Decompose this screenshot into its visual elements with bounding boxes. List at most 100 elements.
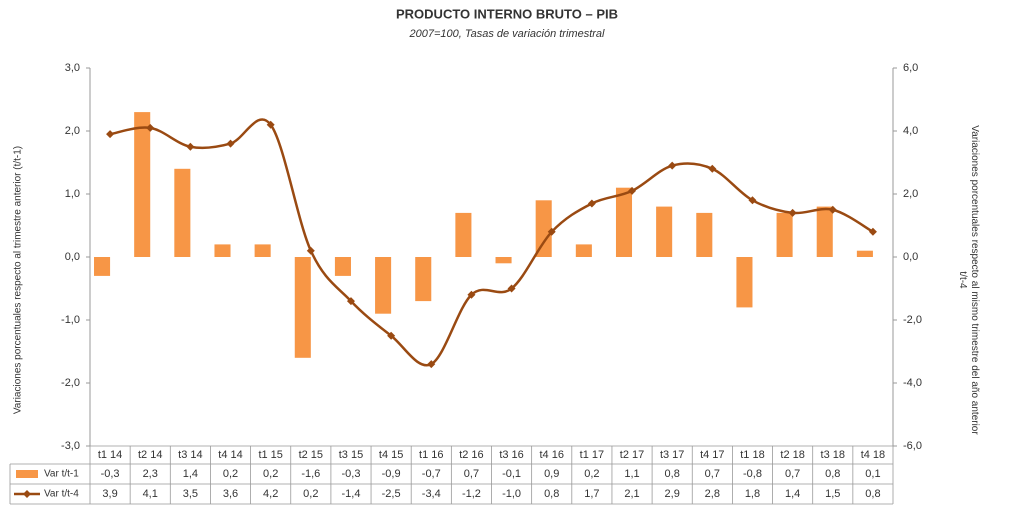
x-tick-label: t2 16	[459, 449, 483, 461]
table-value: 4,2	[263, 488, 278, 500]
legend-swatch	[23, 490, 31, 498]
y-tick-label: 1,0	[65, 188, 80, 200]
marker	[146, 123, 155, 132]
table-value: -1,4	[341, 488, 360, 500]
marker	[587, 199, 596, 208]
table-value: 0,7	[464, 468, 479, 480]
table-value: -1,6	[301, 468, 320, 480]
table-value: 3,5	[183, 488, 198, 500]
y2-tick-label: 4,0	[903, 125, 918, 137]
y2-tick-label: -2,0	[903, 314, 922, 326]
bar	[455, 212, 472, 257]
line	[109, 118, 874, 367]
x-tick-label: t3 17	[660, 449, 684, 461]
chart-title: PRODUCTO INTERNO BRUTO – PIB	[396, 6, 618, 21]
table-value: 2,3	[143, 468, 158, 480]
table-value: 0,8	[865, 488, 880, 500]
marker	[868, 227, 877, 236]
bar	[375, 257, 392, 314]
table-value: 1,5	[825, 488, 840, 500]
bar	[214, 244, 231, 257]
table-value: 4,1	[143, 488, 158, 500]
marker	[507, 284, 516, 293]
x-tick-label: t3 18	[821, 449, 845, 461]
x-tick-label: t1 16	[419, 449, 443, 461]
table-value: -1,2	[462, 488, 481, 500]
bar	[615, 187, 633, 257]
table-value: 2,1	[624, 488, 639, 500]
table-value: 0,7	[785, 468, 800, 480]
marker	[668, 161, 677, 170]
marker	[828, 205, 837, 214]
table-value: 2,8	[705, 488, 720, 500]
table-value: 1,7	[584, 488, 599, 500]
x-tick-label: t1 15	[258, 449, 282, 461]
chart-subtitle: 2007=100, Tasas de variación trimestral	[409, 28, 606, 40]
table-value: 0,1	[865, 468, 880, 480]
marker	[346, 297, 355, 306]
table-value: 1,4	[785, 488, 800, 500]
bar	[174, 168, 191, 257]
bar	[816, 206, 833, 257]
table-value: -0,3	[101, 468, 120, 480]
marker	[106, 130, 115, 139]
y2-tick-label: -6,0	[903, 440, 922, 452]
y2-axis-title: Variaciones porcentuales respecto al mis…	[957, 125, 980, 435]
x-tick-label: t4 15	[379, 449, 403, 461]
marker	[628, 186, 637, 195]
bar	[334, 257, 351, 276]
table-value: 1,8	[745, 488, 760, 500]
marker	[226, 139, 235, 148]
table-value: 2,9	[665, 488, 680, 500]
marker	[748, 196, 757, 205]
y2-tick-label: 0,0	[903, 251, 918, 263]
y2-tick-label: 6,0	[903, 62, 918, 74]
table-value: 0,2	[584, 468, 599, 480]
x-tick-label: t2 18	[780, 449, 804, 461]
table-value: 0,8	[665, 468, 680, 480]
y-axis-title: Variaciones porcentuales respecto al tri…	[13, 146, 24, 414]
x-tick-label: t4 16	[539, 449, 563, 461]
table-value: 0,2	[263, 468, 278, 480]
bar	[736, 257, 753, 308]
marker	[467, 290, 476, 299]
bar	[294, 257, 311, 358]
bar	[495, 257, 512, 264]
table-value: -0,3	[341, 468, 360, 480]
y2-tick-label: 2,0	[903, 188, 918, 200]
table-value: 0,8	[825, 468, 840, 480]
table-value: 3,9	[102, 488, 117, 500]
bar	[535, 200, 552, 257]
x-tick-label: t2 14	[138, 449, 162, 461]
marker	[387, 331, 396, 340]
marker	[427, 360, 436, 369]
y-tick-label: 2,0	[65, 125, 80, 137]
bar	[696, 212, 713, 257]
x-tick-label: t1 18	[740, 449, 764, 461]
x-tick-label: t4 18	[861, 449, 885, 461]
table-value: 1,1	[624, 468, 639, 480]
table-value: -0,8	[743, 468, 762, 480]
x-tick-label: t3 14	[178, 449, 202, 461]
y-tick-label: 0,0	[65, 251, 80, 263]
y-tick-label: 3,0	[65, 62, 80, 74]
table-value: -2,5	[382, 488, 401, 500]
x-tick-label: t1 17	[580, 449, 604, 461]
table-value: 0,8	[544, 488, 559, 500]
x-tick-label: t3 15	[339, 449, 363, 461]
x-tick-label: t4 14	[218, 449, 242, 461]
bar	[776, 212, 793, 257]
x-tick-label: t4 17	[700, 449, 724, 461]
bar	[94, 257, 111, 276]
marker	[266, 120, 275, 129]
marker	[306, 246, 315, 255]
x-tick-label: t1 14	[98, 449, 122, 461]
y-tick-label: -2,0	[61, 377, 80, 389]
marker	[708, 164, 717, 173]
table-value: 0,9	[544, 468, 559, 480]
bar	[134, 112, 151, 257]
table-value: 0,7	[705, 468, 720, 480]
table-value: 0,2	[303, 488, 318, 500]
legend-label: Var t/t-1	[44, 469, 79, 480]
